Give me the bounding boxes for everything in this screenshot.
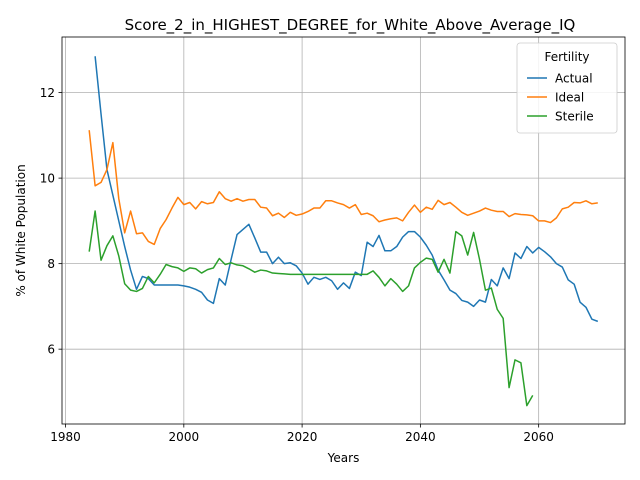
series-line-ideal <box>89 130 598 244</box>
y-tick-label: 6 <box>47 343 55 357</box>
legend-label-actual: Actual <box>555 72 593 86</box>
y-axis: 6 8 10 12 <box>40 86 62 357</box>
y-tick-label: 12 <box>40 86 55 100</box>
chart-title: Score_2_in_HIGHEST_DEGREE_for_White_Abov… <box>125 16 576 35</box>
legend-label-sterile: Sterile <box>555 110 594 124</box>
x-tick-label: 2020 <box>287 430 318 444</box>
y-tick-label: 8 <box>47 257 55 271</box>
legend-title: Fertility <box>544 50 589 64</box>
legend-label-ideal: Ideal <box>555 91 584 105</box>
x-tick-label: 2060 <box>523 430 554 444</box>
y-tick-label: 10 <box>40 172 55 186</box>
x-tick-label: 2040 <box>405 430 436 444</box>
x-axis: 1980 2000 2020 2040 2060 <box>50 424 554 444</box>
legend: Fertility Actual Ideal Sterile <box>517 43 617 133</box>
x-tick-label: 2000 <box>169 430 200 444</box>
x-axis-label: Years <box>327 451 360 465</box>
x-tick-label: 1980 <box>50 430 81 444</box>
y-axis-label: % of White Population <box>14 164 28 296</box>
